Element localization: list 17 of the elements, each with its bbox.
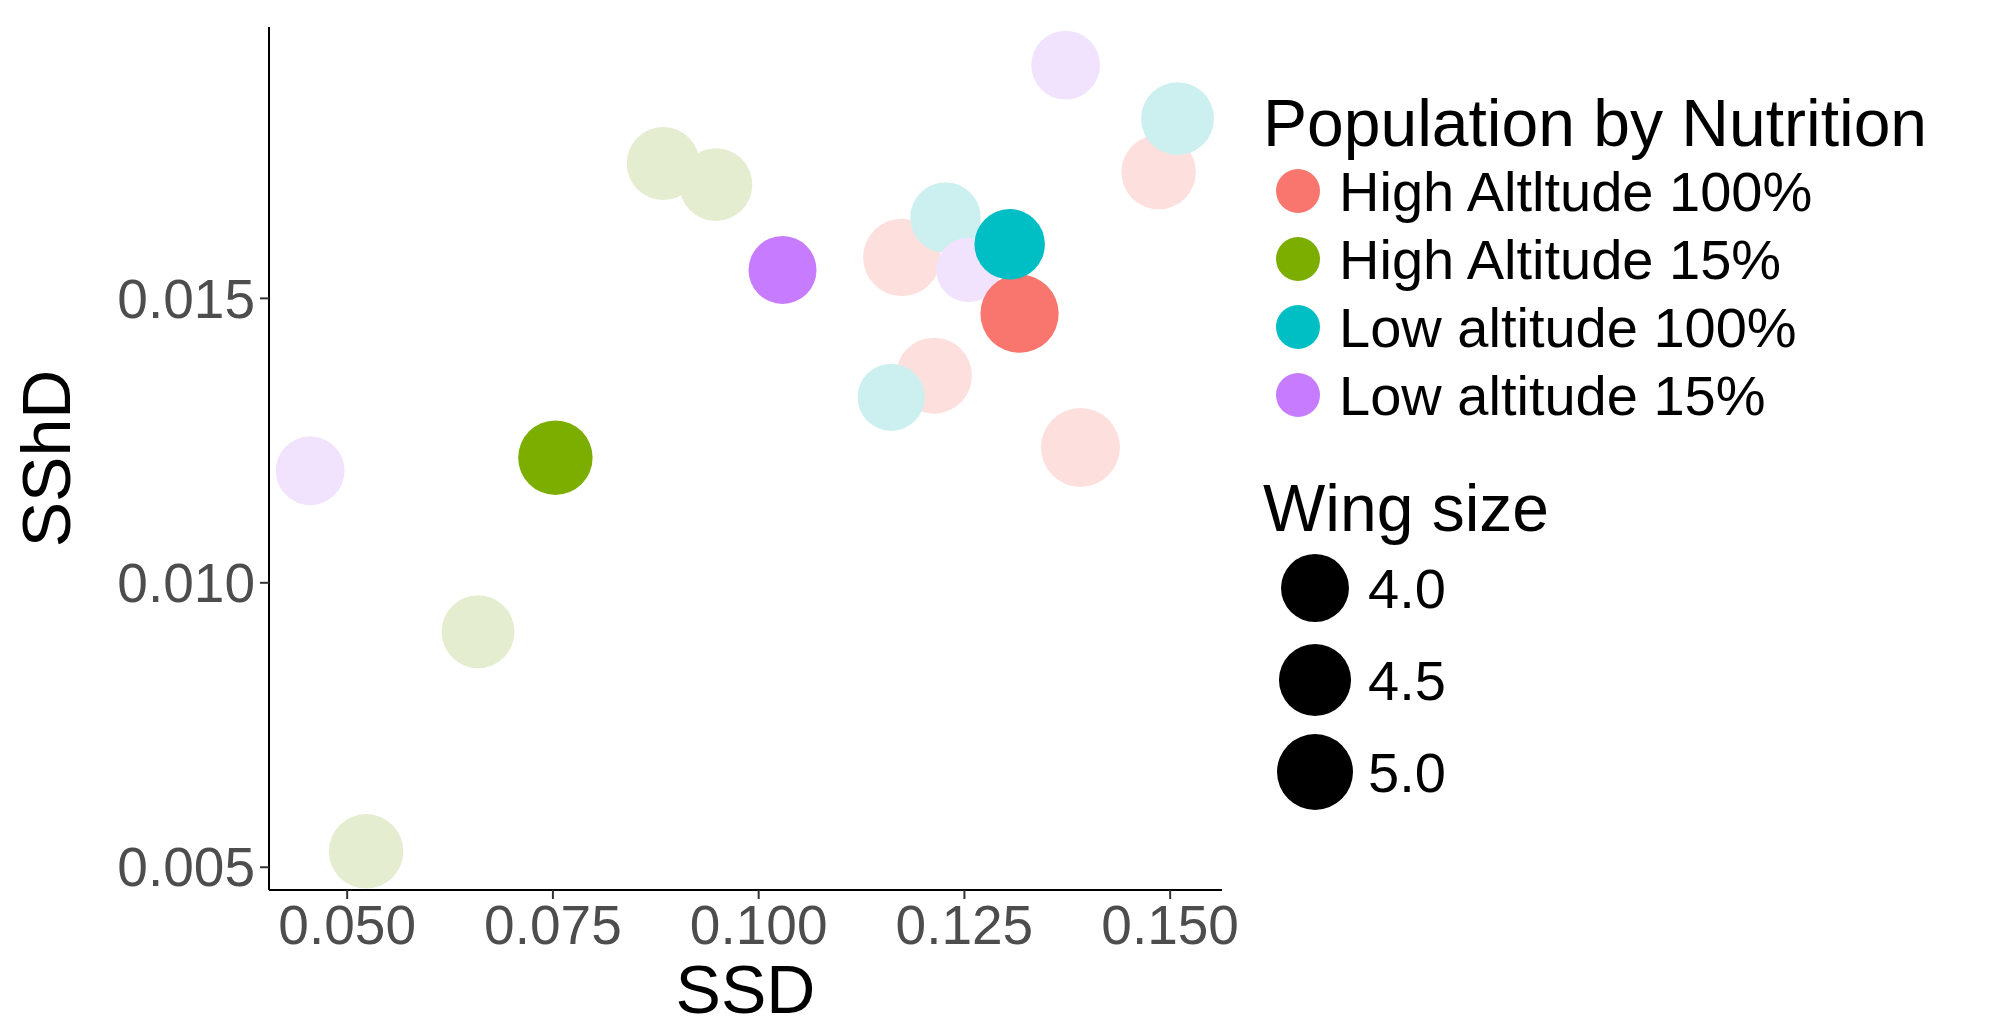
y-tick-label: 0.010 <box>117 552 255 615</box>
legend-label: 5.0 <box>1368 740 1446 804</box>
y-axis-title: SShD <box>8 369 84 548</box>
legend-title: Population by Nutrition <box>1263 86 1928 160</box>
y-tick-label: 0.015 <box>117 267 255 330</box>
legend-label: High Altitude 15% <box>1339 227 1782 291</box>
legend-label: Low altitude 100% <box>1339 295 1797 359</box>
legend-label: High Altltude 100% <box>1339 159 1813 223</box>
text: Wing size <box>1263 471 1550 545</box>
x-tick-label: 0.050 <box>278 894 416 956</box>
legend-label: 4.0 <box>1368 556 1446 620</box>
legend-label: Low altitude 15% <box>1339 363 1766 427</box>
x-tick-label: 0.075 <box>484 894 622 956</box>
legend-label: 4.5 <box>1368 648 1446 712</box>
x-tick-label: 0.150 <box>1101 894 1239 956</box>
y-tick-label: 0.005 <box>117 836 255 899</box>
x-tick-label: 0.125 <box>895 894 1034 956</box>
